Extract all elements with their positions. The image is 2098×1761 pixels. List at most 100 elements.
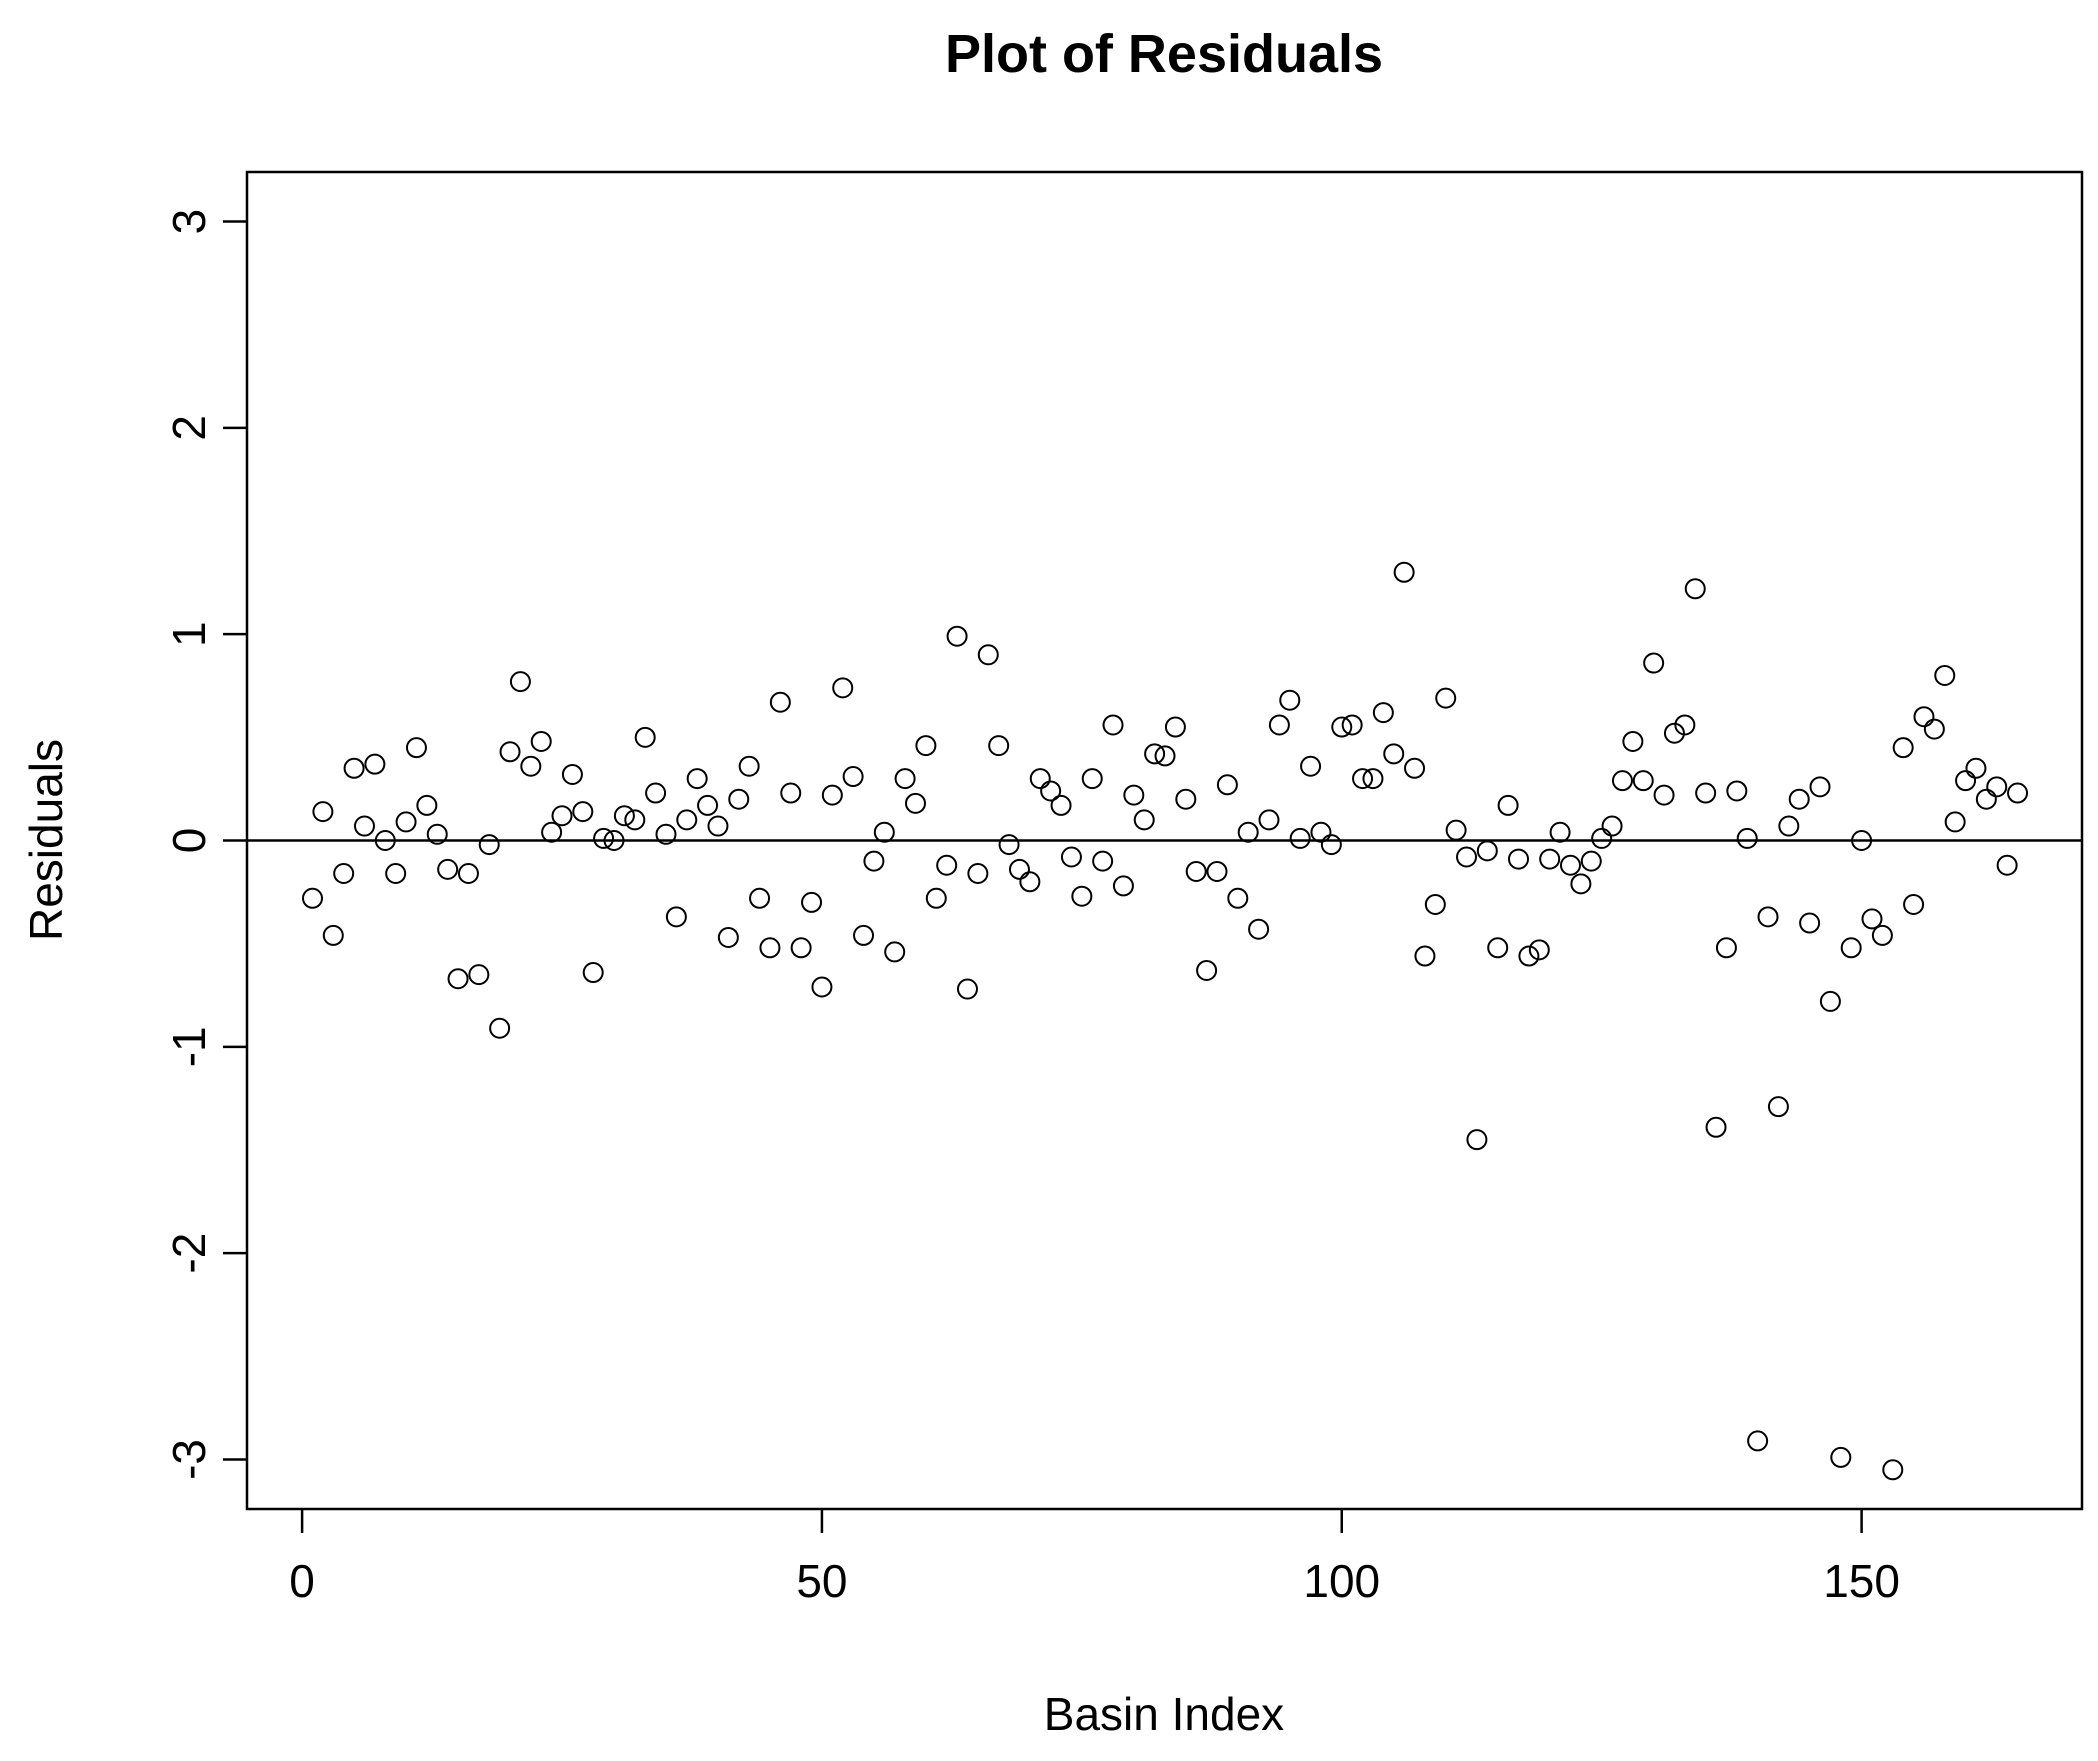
point [1840, 937, 1862, 959]
point [416, 794, 438, 816]
point [1778, 815, 1800, 837]
point [998, 834, 1020, 856]
point [478, 834, 500, 856]
point [1123, 784, 1145, 806]
point [728, 788, 750, 810]
point [1081, 768, 1103, 790]
point [1934, 664, 1956, 686]
point [572, 801, 594, 823]
point [1601, 815, 1623, 837]
point [1133, 809, 1155, 831]
point [1809, 776, 1831, 798]
point [1060, 846, 1082, 868]
point [988, 735, 1010, 757]
point [1580, 850, 1602, 872]
point [1456, 846, 1478, 868]
point [1767, 1096, 1789, 1118]
point [738, 755, 760, 777]
point [551, 805, 573, 827]
point [374, 830, 396, 851]
point [364, 753, 386, 775]
point [977, 644, 999, 666]
point [873, 821, 895, 843]
point [520, 755, 542, 777]
point [1383, 743, 1405, 765]
point [801, 891, 823, 913]
point [1008, 858, 1030, 880]
point [1331, 716, 1353, 738]
point [946, 625, 968, 647]
point [353, 815, 375, 837]
point [1830, 1446, 1852, 1468]
point [1747, 1430, 1769, 1452]
point [925, 887, 947, 909]
point [1372, 702, 1394, 724]
point [863, 850, 885, 872]
point [697, 794, 719, 816]
point [832, 677, 854, 699]
point [1788, 788, 1810, 810]
point [1518, 945, 1540, 967]
point [405, 737, 427, 759]
point [1352, 768, 1374, 790]
point [561, 763, 583, 785]
point [1674, 714, 1696, 736]
point [1643, 652, 1665, 674]
point [1341, 714, 1363, 736]
point [1986, 776, 2008, 798]
point [1248, 918, 1270, 940]
point [1944, 811, 1966, 833]
point [1424, 893, 1446, 915]
point [385, 863, 407, 885]
point [530, 730, 552, 752]
point [780, 782, 802, 804]
point [1445, 819, 1467, 841]
point [1622, 730, 1644, 752]
point [1611, 770, 1633, 792]
point [956, 978, 978, 1000]
point [509, 671, 531, 693]
point [1019, 871, 1041, 893]
point [1040, 780, 1062, 802]
point [1684, 578, 1706, 600]
point [759, 937, 781, 959]
point [1570, 873, 1592, 895]
point [821, 784, 843, 806]
point [1591, 827, 1613, 849]
point [1508, 848, 1530, 870]
point [1726, 780, 1748, 802]
point [1164, 716, 1186, 738]
point [1975, 788, 1997, 810]
point [842, 766, 864, 788]
point [1196, 959, 1218, 981]
point [1258, 809, 1280, 831]
point [905, 792, 927, 814]
point [1903, 893, 1925, 915]
point [603, 830, 625, 851]
point [1050, 794, 1072, 816]
point [624, 809, 646, 831]
point [1029, 768, 1051, 790]
point [1892, 737, 1914, 759]
point [437, 858, 459, 880]
point [1185, 860, 1207, 882]
point [1175, 788, 1197, 810]
point [1393, 561, 1415, 583]
point [1851, 830, 1873, 851]
point [749, 887, 771, 909]
point [333, 863, 355, 885]
point [1362, 768, 1384, 790]
point [1965, 757, 1987, 779]
point [1819, 990, 1841, 1012]
point [1279, 689, 1301, 711]
point [634, 726, 656, 748]
y-tick-label: 1 [163, 621, 215, 647]
y-tick-label: 2 [163, 415, 215, 441]
point [1799, 912, 1821, 934]
point [1528, 939, 1550, 961]
point [1913, 706, 1935, 728]
point [1861, 908, 1883, 930]
point [1206, 860, 1228, 882]
point [853, 924, 875, 946]
